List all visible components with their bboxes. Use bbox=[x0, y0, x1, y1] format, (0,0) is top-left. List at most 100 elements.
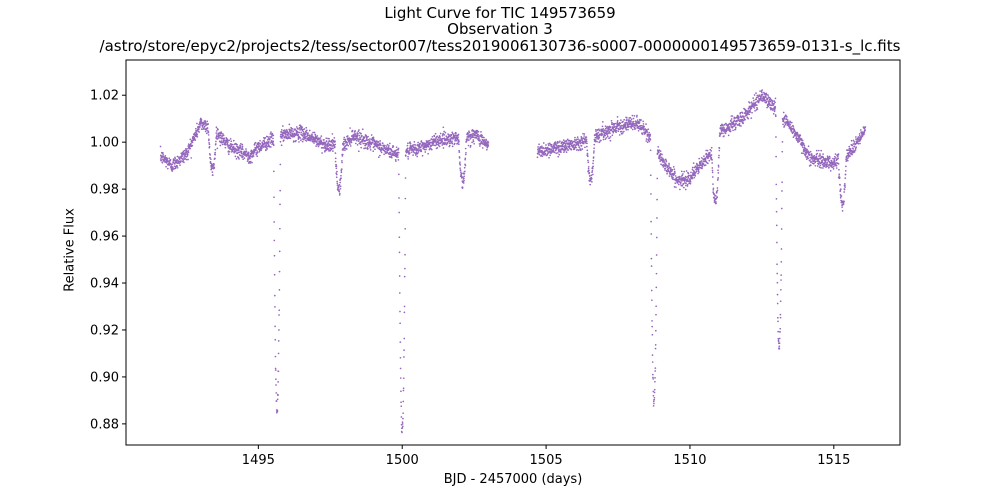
flux-point bbox=[729, 128, 731, 131]
flux-point bbox=[220, 131, 223, 133]
flux-point bbox=[228, 150, 231, 153]
flux-point bbox=[686, 185, 689, 187]
flux-point bbox=[684, 178, 687, 180]
flux-point bbox=[797, 139, 800, 141]
flux-point bbox=[767, 94, 769, 96]
flux-point bbox=[607, 127, 610, 129]
flux-point bbox=[196, 122, 198, 125]
flux-point bbox=[299, 129, 301, 131]
flux-point bbox=[409, 141, 411, 143]
flux-point bbox=[241, 152, 243, 155]
flux-point bbox=[748, 102, 751, 104]
flux-point bbox=[187, 149, 190, 152]
flux-point bbox=[180, 160, 182, 162]
flux-point bbox=[460, 171, 462, 174]
flux-point bbox=[691, 177, 694, 180]
flux-point bbox=[285, 133, 288, 136]
flux-point bbox=[228, 139, 231, 142]
flux-point bbox=[318, 138, 321, 140]
flux-point bbox=[246, 160, 249, 163]
flux-point bbox=[289, 133, 292, 135]
flux-point bbox=[335, 176, 338, 179]
flux-point bbox=[697, 168, 700, 171]
flux-point bbox=[615, 127, 618, 129]
flux-point bbox=[792, 131, 795, 133]
flux-point bbox=[353, 137, 355, 140]
flux-point bbox=[776, 263, 778, 266]
flux-point bbox=[390, 156, 393, 159]
flux-point bbox=[844, 177, 847, 179]
flux-point bbox=[644, 129, 647, 131]
flux-point bbox=[618, 124, 620, 126]
flux-point bbox=[588, 169, 590, 172]
flux-point bbox=[759, 90, 761, 92]
x-tick-label: 1515 bbox=[817, 453, 850, 468]
flux-point bbox=[207, 134, 210, 136]
flux-point bbox=[301, 138, 304, 140]
flux-point bbox=[557, 152, 559, 154]
flux-point bbox=[255, 148, 257, 151]
flux-point bbox=[295, 139, 297, 142]
flux-point bbox=[781, 150, 784, 153]
flux-point bbox=[182, 159, 185, 162]
flux-point bbox=[834, 153, 837, 155]
flux-point bbox=[554, 146, 557, 149]
flux-point bbox=[434, 144, 437, 147]
flux-point bbox=[380, 151, 383, 154]
flux-point bbox=[481, 147, 484, 149]
flux-point bbox=[546, 146, 549, 149]
flux-point bbox=[737, 124, 739, 126]
flux-point bbox=[838, 168, 840, 171]
flux-point bbox=[817, 149, 820, 152]
x-tick-label: 1505 bbox=[530, 453, 563, 468]
flux-point bbox=[650, 265, 653, 268]
flux-point bbox=[384, 150, 387, 153]
flux-point bbox=[472, 140, 475, 143]
flux-point bbox=[213, 163, 215, 166]
y-tick-label: 0.98 bbox=[90, 183, 119, 198]
flux-point bbox=[218, 137, 220, 139]
flux-point bbox=[303, 128, 306, 130]
flux-point bbox=[650, 193, 652, 195]
flux-point bbox=[417, 152, 419, 155]
flux-point bbox=[277, 340, 280, 342]
flux-point bbox=[716, 187, 719, 189]
flux-point bbox=[724, 132, 727, 135]
flux-point bbox=[183, 161, 185, 164]
flux-point bbox=[406, 144, 409, 147]
flux-point bbox=[457, 136, 459, 139]
flux-point bbox=[844, 184, 846, 187]
flux-point bbox=[189, 138, 192, 141]
flux-point bbox=[756, 106, 758, 109]
flux-point bbox=[191, 141, 194, 144]
flux-point bbox=[654, 367, 657, 369]
flux-point bbox=[354, 130, 357, 132]
flux-point bbox=[704, 164, 707, 166]
flux-point bbox=[733, 122, 735, 125]
flux-point bbox=[583, 138, 586, 141]
flux-point bbox=[623, 118, 626, 121]
flux-point bbox=[476, 129, 479, 132]
flux-point bbox=[845, 165, 847, 168]
flux-point bbox=[360, 132, 362, 135]
flux-point bbox=[469, 144, 472, 147]
flux-point bbox=[647, 135, 649, 137]
flux-point bbox=[591, 169, 594, 172]
flux-point bbox=[369, 146, 371, 149]
flux-point bbox=[388, 145, 390, 147]
flux-point bbox=[398, 275, 401, 277]
flux-point bbox=[403, 349, 405, 351]
flux-point bbox=[810, 160, 812, 163]
flux-point bbox=[356, 135, 359, 138]
flux-point bbox=[647, 128, 650, 131]
flux-point bbox=[577, 144, 580, 147]
flux-point bbox=[839, 184, 841, 186]
flux-point bbox=[592, 165, 595, 168]
flux-point bbox=[602, 128, 604, 130]
flux-point bbox=[588, 174, 591, 177]
flux-point bbox=[334, 160, 337, 163]
flux-point bbox=[809, 154, 811, 156]
flux-point bbox=[295, 126, 298, 128]
flux-point bbox=[776, 272, 779, 275]
